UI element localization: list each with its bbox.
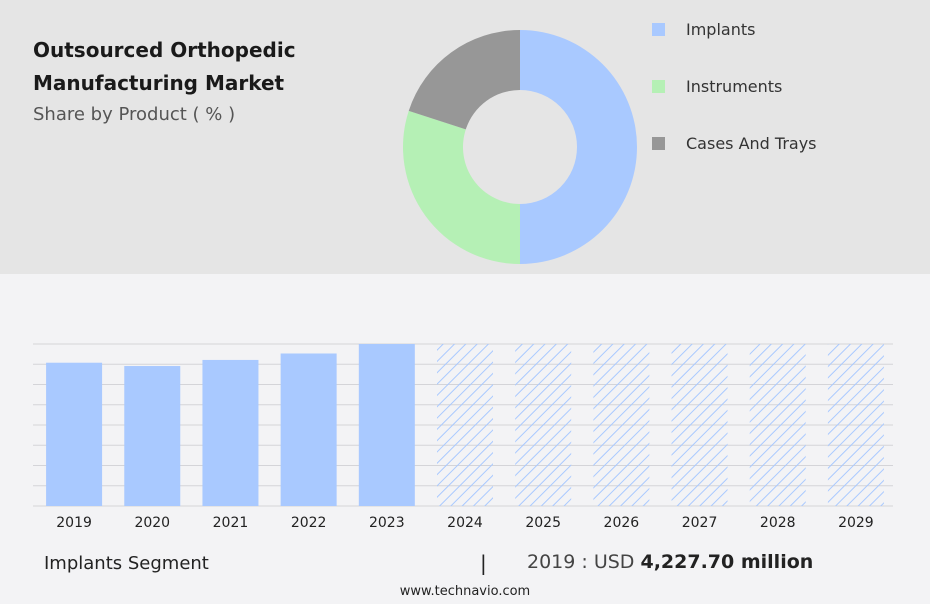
source-url: www.technavio.com [399, 584, 531, 599]
bar-2028 [749, 344, 806, 506]
legend-item-instruments: Instruments [652, 77, 782, 96]
x-tick-label-2027: 2027 [682, 515, 718, 531]
x-tick-label-2020: 2020 [134, 515, 170, 531]
x-tick-label-2022: 2022 [291, 515, 327, 531]
chart-subtitle: Share by Product ( % ) [33, 104, 236, 125]
bar-2027 [671, 344, 728, 506]
x-tick-label-2021: 2021 [213, 515, 249, 531]
x-tick-label-2029: 2029 [838, 515, 874, 531]
legend-label-cases-and-trays: Cases And Trays [686, 134, 817, 153]
legend-item-implants: Implants [652, 20, 755, 39]
segment-label: Implants Segment [44, 553, 209, 574]
segment-value-amount: 4,227.70 million [640, 551, 814, 573]
segment-value: 2019 : USD 4,227.70 million [527, 551, 813, 573]
legend-label-implants: Implants [686, 20, 756, 39]
bar-2024 [437, 344, 493, 506]
legend-swatch-instruments [652, 80, 665, 93]
bar-2022 [280, 353, 337, 506]
bar-2026 [593, 344, 650, 506]
x-tick-label-2025: 2025 [525, 515, 561, 531]
x-tick-label-2023: 2023 [369, 515, 405, 531]
donut-slice-instruments [403, 110, 520, 265]
segment-value-prefix: 2019 : USD [527, 551, 641, 573]
donut-slice-implants [520, 30, 637, 264]
footer-separator: | [480, 551, 487, 575]
legend-swatch-implants [652, 23, 665, 36]
legend-swatch-cases-and-trays [652, 137, 665, 150]
chart-title: Outsourced Orthopedic Manufacturing Mark… [33, 38, 296, 95]
x-tick-label-2028: 2028 [760, 515, 796, 531]
bar-2020 [124, 366, 181, 506]
bar-2025 [515, 344, 572, 506]
bar-chart: 2019 2020 2021 2022 2023 2024 2025 2026 2027 2028… [33, 343, 893, 531]
donut-chart [403, 30, 637, 265]
bar-2019 [46, 362, 103, 506]
bar-2029 [827, 344, 884, 506]
legend-label-instruments: Instruments [686, 77, 783, 96]
x-tick-label-2026: 2026 [604, 515, 640, 531]
donut-slice-cases-and-trays [408, 30, 520, 130]
bar-2021 [202, 359, 259, 506]
x-tick-label-2024: 2024 [447, 515, 483, 531]
legend-item-cases-and-trays: Cases And Trays [652, 134, 817, 153]
x-tick-label-2019: 2019 [56, 515, 92, 531]
bar-2023 [358, 344, 415, 506]
